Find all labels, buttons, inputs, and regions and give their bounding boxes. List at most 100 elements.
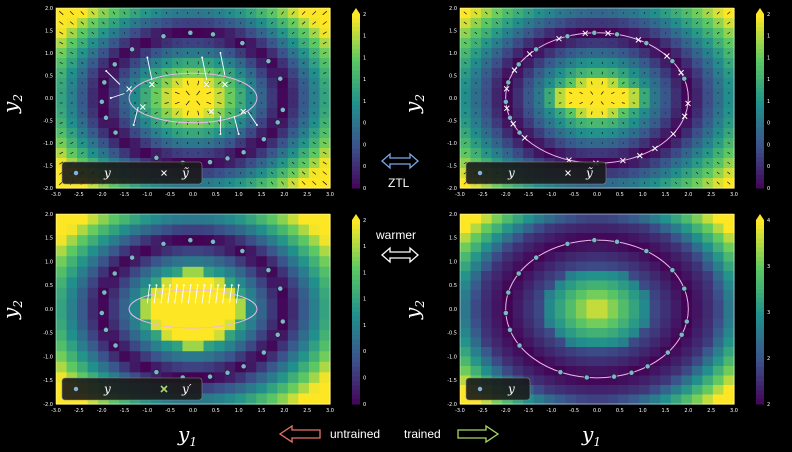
colorbar-tick-label: 0.50: [363, 142, 366, 148]
x-tick-label: 3.0: [730, 408, 738, 414]
point-marker: [502, 98, 509, 105]
legend: y y′: [61, 377, 203, 401]
colorbar-tick-label: 0.75: [363, 349, 366, 355]
x-tick-label: 1.0: [639, 408, 647, 414]
colorbar-tick-label: 1.25: [767, 77, 770, 83]
point-marker: [614, 238, 620, 245]
colorbar-tick-label: 1.25: [363, 297, 366, 303]
point-marker: [628, 369, 635, 376]
x-tick-label: 1.0: [235, 192, 243, 198]
cross-marker: [620, 157, 626, 164]
axes-frame: [55, 7, 331, 189]
x-tick-label: -1.5: [524, 192, 534, 198]
x-tick-label: -3.0: [455, 408, 465, 414]
x-tick-label: 3.0: [326, 192, 334, 198]
update-arrow: [233, 115, 240, 135]
axis-ticks: 2.01.51.00.50.0-0.5-1.0-1.5-2.0-3.0 -2.5-…: [43, 212, 334, 414]
x-tick-label: 2.5: [303, 408, 311, 414]
y-tick-label: 0.5: [45, 283, 53, 289]
colorbar: 2.00 1.75 1.50 1.25 1.00 0.75 0.50 0.25 0.00: [352, 8, 366, 192]
point-marker: [153, 369, 160, 376]
x-tick-label: 3.0: [326, 408, 334, 414]
point-marker: [187, 29, 194, 36]
x-tick-label: 0.0: [593, 408, 601, 414]
point-marker: [98, 310, 105, 316]
point-marker: [101, 79, 108, 86]
y-tick-label: -2.0: [43, 402, 53, 408]
y-tick-label: 1.0: [449, 51, 457, 57]
cross-marker: [670, 131, 677, 137]
y-tick-label: 0.0: [45, 96, 53, 102]
x-tick-label: -3.0: [51, 192, 61, 198]
x-tick-label: -0.5: [165, 408, 175, 414]
y-tick-label: 2.0: [449, 6, 457, 12]
point-marker: [274, 331, 281, 338]
panel-top-right: 2.0 1.5 1.0 0.5 0.0 -0.5 -1.0 -1.5 -2.0 -3.0 -2.5-…: [440, 4, 770, 204]
y-tick-label: -1.0: [447, 354, 457, 360]
update-arrow: [146, 285, 151, 304]
legend-item-2: ỹ: [585, 166, 593, 180]
cross-marker: [681, 113, 688, 120]
axis-ticks: 2.01.51.00.50.0-0.5-1.0-1.5-2.0-3.0 -2.5-…: [43, 6, 334, 198]
point-marker: [153, 154, 160, 161]
y-tick-label: -0.5: [447, 331, 457, 337]
point-marker: [112, 342, 119, 349]
update-arrow: [105, 70, 121, 85]
point-marker: [240, 149, 247, 156]
point-marker: [260, 136, 267, 143]
heatmap-bottom-left: 2.01.51.00.50.0-0.5-1.0-1.5-2.0-3.0 -2.5-…: [43, 212, 366, 414]
heatmap-cells: [56, 8, 331, 189]
sample-points: [502, 237, 690, 381]
colorbar-tick-label: 0.75: [363, 121, 366, 127]
cross-marker: [605, 30, 611, 37]
x-tick-label: 1.0: [639, 192, 647, 198]
y-tick-label: 0.5: [449, 283, 457, 289]
cross-marker: [556, 35, 562, 42]
x-tick-label: -3.0: [51, 408, 61, 414]
legend-item-1: y: [103, 382, 111, 396]
y-tick-label: -1.5: [447, 163, 457, 169]
x-tick-label: -2.5: [478, 408, 488, 414]
y-tick-label: -0.5: [43, 118, 53, 124]
colorbar-tick-label: 0.25: [767, 164, 770, 170]
update-arrow: [110, 93, 125, 99]
point-marker: [224, 369, 231, 376]
point-marker: [507, 326, 513, 333]
point-marker: [533, 254, 540, 261]
reference-ellipse: [128, 72, 258, 124]
colorbar-tick-label: 0.75: [767, 121, 770, 127]
x-tick-label: 0.5: [212, 192, 220, 198]
point-marker: [239, 40, 246, 47]
point-marker: [240, 363, 247, 370]
x-tick-label: -2.5: [74, 192, 84, 198]
xlabel-right: y1: [582, 422, 601, 449]
x-tick-label: -2.5: [478, 192, 488, 198]
point-marker: [210, 238, 216, 245]
point-marker: [681, 285, 688, 292]
warmer-label: warmer: [376, 228, 417, 242]
axes-frame: [55, 213, 331, 405]
y-tick-label: 2.0: [449, 212, 457, 218]
point-marker: [112, 129, 119, 136]
update-arrow: [208, 285, 212, 304]
update-arrow: [174, 285, 178, 304]
point-marker: [103, 326, 109, 333]
point-marker: [239, 248, 246, 254]
point-marker: [502, 310, 509, 316]
sample-points: [98, 29, 286, 166]
cross-marker: [664, 53, 670, 59]
update-arrow: [187, 285, 192, 304]
y-tick-label: -1.0: [43, 141, 53, 147]
colorbar-tick-label: 2.0: [767, 402, 770, 408]
point-marker: [564, 33, 571, 40]
ylabel-bottom-left: y2: [0, 300, 25, 319]
x-tick-label: 0.5: [212, 408, 220, 414]
x-tick-label: 1.5: [258, 408, 266, 414]
ylabel-top-right: y2: [399, 94, 427, 113]
x-tick-label: 2.0: [684, 408, 692, 414]
colorbar-tick-label: 2.00: [363, 12, 366, 18]
point-marker: [614, 31, 620, 38]
y-tick-label: 1.5: [45, 28, 53, 34]
y-tick-label: -0.5: [447, 118, 457, 124]
cross-marker: [503, 105, 510, 112]
